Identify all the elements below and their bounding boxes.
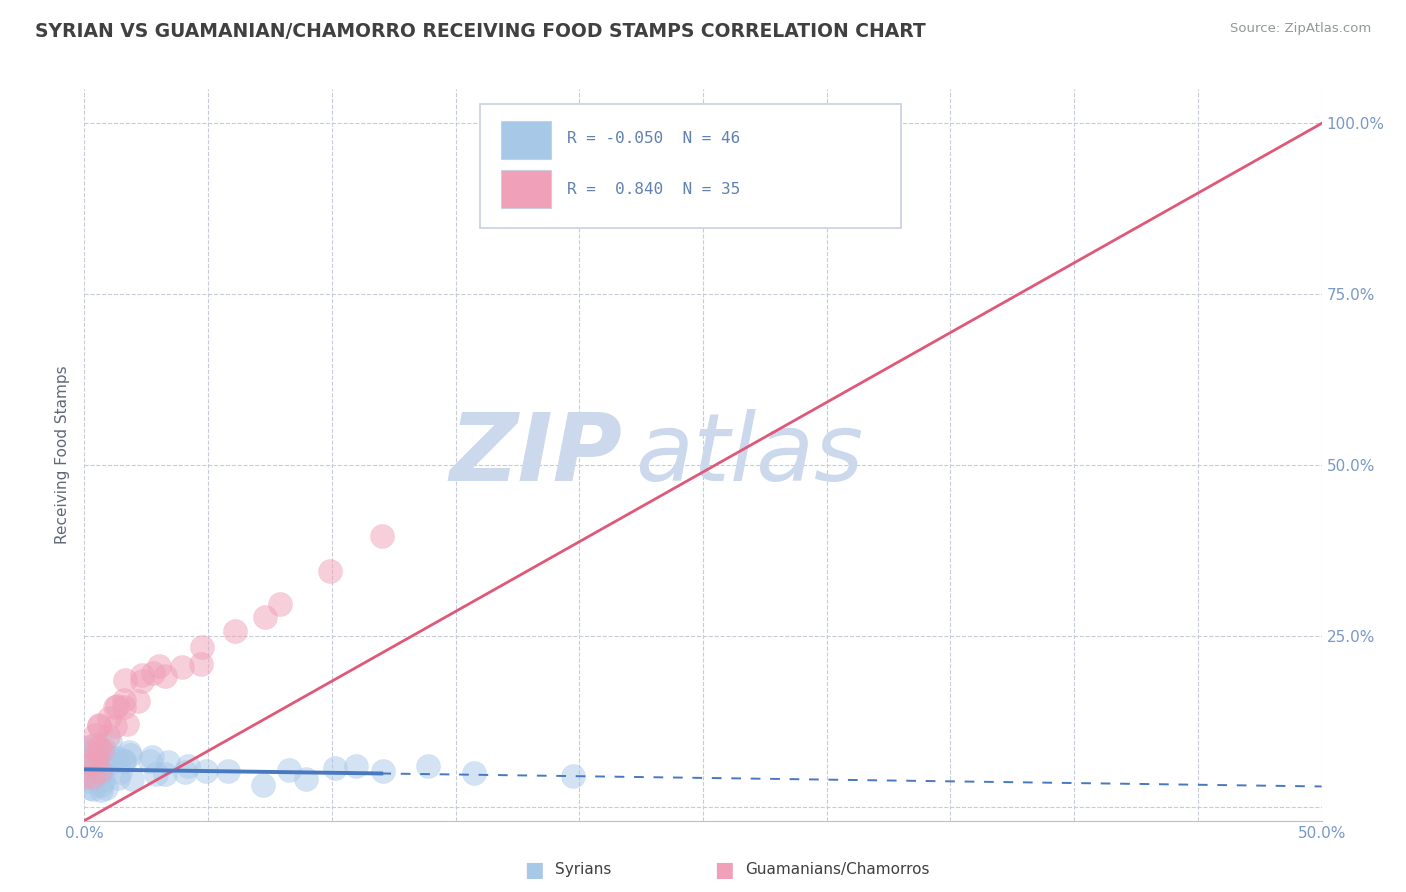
Point [191, 640, 214, 655]
Point [84, 754, 107, 768]
Point [97, 711, 120, 725]
Point [371, 529, 394, 543]
Point [416, 758, 439, 772]
FancyBboxPatch shape [502, 120, 551, 159]
Point [91, 744, 114, 758]
Point [104, 700, 127, 714]
Point [112, 693, 135, 707]
FancyBboxPatch shape [481, 103, 901, 228]
Point [131, 668, 153, 682]
Text: R = -0.050  N = 46: R = -0.050 N = 46 [567, 131, 740, 145]
Point [91, 772, 114, 787]
Point [90, 778, 112, 792]
FancyBboxPatch shape [502, 170, 551, 209]
Point [217, 764, 239, 778]
Point [107, 771, 129, 785]
Text: ■: ■ [714, 860, 734, 880]
Point [82, 770, 104, 784]
Point [90, 783, 112, 797]
Point [174, 765, 197, 780]
Point [148, 659, 170, 673]
Point [194, 764, 217, 779]
Point [79, 744, 101, 758]
Point [190, 657, 212, 672]
Point [153, 767, 176, 781]
Text: atlas: atlas [636, 409, 863, 500]
Point [295, 772, 318, 787]
Point [97, 730, 120, 744]
Text: Syrians: Syrians [555, 863, 612, 877]
Point [141, 750, 163, 764]
Point [112, 754, 135, 768]
Point [253, 609, 276, 624]
Point [114, 673, 136, 687]
Point [89, 718, 111, 732]
Point [86, 745, 108, 759]
Point [121, 772, 143, 786]
Point [105, 699, 128, 714]
Point [277, 764, 299, 778]
Text: Source: ZipAtlas.com: Source: ZipAtlas.com [1230, 22, 1371, 36]
Point [142, 666, 165, 681]
Point [89, 740, 111, 755]
Point [83, 772, 105, 786]
Point [104, 719, 127, 733]
Point [127, 694, 149, 708]
Text: SYRIAN VS GUAMANIAN/CHAMORRO RECEIVING FOOD STAMPS CORRELATION CHART: SYRIAN VS GUAMANIAN/CHAMORRO RECEIVING F… [35, 22, 927, 41]
Point [97, 749, 120, 764]
Point [156, 755, 179, 769]
Point [94, 780, 117, 795]
Point [269, 597, 291, 611]
Point [98, 756, 121, 771]
Point [319, 564, 342, 578]
Point [373, 764, 395, 779]
Point [82, 756, 104, 771]
Point [463, 766, 485, 780]
Point [98, 733, 121, 747]
Text: Guamanians/Chamorros: Guamanians/Chamorros [745, 863, 929, 877]
Point [177, 759, 200, 773]
Point [82, 782, 104, 797]
Text: R =  0.840  N = 35: R = 0.840 N = 35 [567, 182, 740, 197]
Point [224, 624, 246, 638]
Point [118, 745, 141, 759]
Point [77, 748, 100, 763]
Point [120, 747, 142, 762]
Point [172, 660, 194, 674]
Point [89, 764, 111, 778]
Point [145, 767, 167, 781]
Point [108, 765, 131, 780]
Text: ■: ■ [524, 860, 544, 880]
Point [90, 766, 112, 780]
Point [73, 770, 96, 784]
Point [83, 738, 105, 752]
Y-axis label: Receiving Food Stamps: Receiving Food Stamps [55, 366, 70, 544]
Point [86, 760, 108, 774]
Point [115, 716, 138, 731]
Point [87, 718, 110, 732]
Point [153, 669, 176, 683]
Point [139, 754, 162, 768]
Point [84, 728, 107, 742]
Point [323, 761, 346, 775]
Point [252, 778, 274, 792]
Point [93, 742, 115, 756]
Point [76, 774, 98, 789]
Point [561, 769, 583, 783]
Point [77, 739, 100, 754]
Point [91, 757, 114, 772]
Point [344, 758, 367, 772]
Point [89, 763, 111, 777]
Point [79, 781, 101, 796]
Point [112, 754, 135, 768]
Point [105, 751, 128, 765]
Point [82, 764, 104, 778]
Point [112, 700, 135, 714]
Text: ZIP: ZIP [450, 409, 623, 501]
Point [131, 673, 153, 688]
